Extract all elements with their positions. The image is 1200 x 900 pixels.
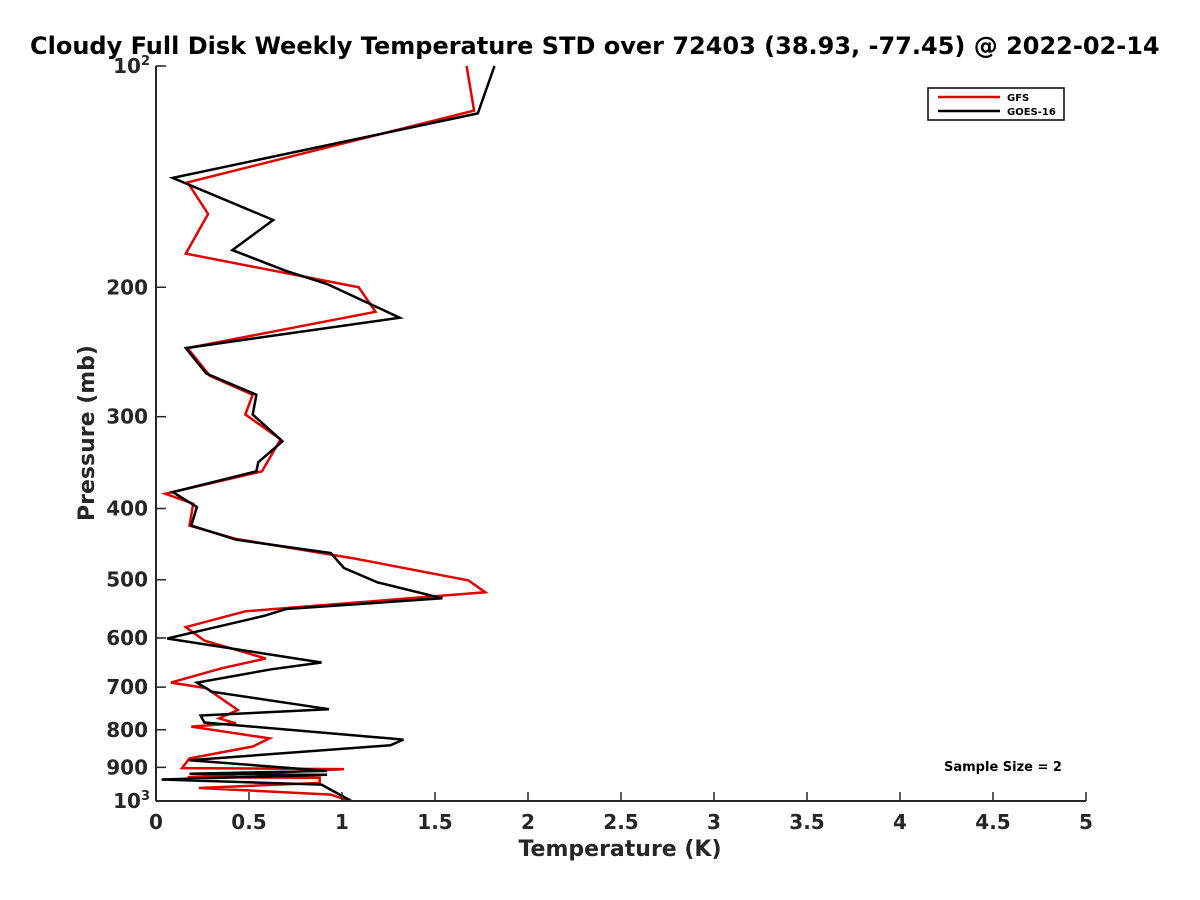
x-tick-label: 5 (1079, 810, 1093, 834)
legend-label-gfs: GFS (1007, 93, 1029, 104)
x-tick-label: 4 (893, 810, 907, 834)
y-tick-label: 103 (113, 789, 150, 813)
legend-box (927, 87, 1065, 121)
x-tick-label: 1 (335, 810, 349, 834)
x-tick-label: 4.5 (975, 810, 1010, 834)
x-tick-label: 3.5 (789, 810, 824, 834)
legend: GFS GOES-16 (927, 87, 1065, 121)
ticks-layer: 0 0.5 1 1.5 2 2.5 3 3.5 4 4.5 5 102 200 300 400 500 600 7… (106, 54, 1093, 834)
x-tick-label: 2 (521, 810, 535, 834)
series-line-goes16 (161, 65, 496, 803)
y-tick-label: 300 (106, 405, 148, 429)
y-tick-label: 500 (106, 568, 148, 592)
x-axis-label: Temperature (K) (518, 837, 721, 862)
y-axis-label: Pressure (mb) (75, 345, 100, 521)
y-tick-label: 200 (106, 275, 148, 299)
x-tick-label: 0.5 (231, 810, 266, 834)
plot-area (156, 66, 1086, 801)
series-line-gfs (160, 65, 489, 803)
y-tick-label: 900 (106, 755, 148, 779)
sample-size-annotation: Sample Size = 2 (944, 760, 1062, 775)
y-tick-label: 400 (106, 497, 148, 521)
y-tick-label: 700 (106, 675, 148, 699)
x-tick-label: 2.5 (603, 810, 638, 834)
y-tick-label: 800 (106, 718, 148, 742)
y-tick-label: 102 (113, 54, 150, 78)
y-tick-label: 600 (106, 626, 148, 650)
chart-title: Cloudy Full Disk Weekly Temperature STD … (30, 32, 1160, 60)
series-layer (160, 65, 496, 803)
legend-label-goes16: GOES-16 (1007, 107, 1056, 118)
x-tick-label: 3 (707, 810, 721, 834)
x-tick-label: 0 (149, 810, 163, 834)
x-tick-label: 1.5 (417, 810, 452, 834)
